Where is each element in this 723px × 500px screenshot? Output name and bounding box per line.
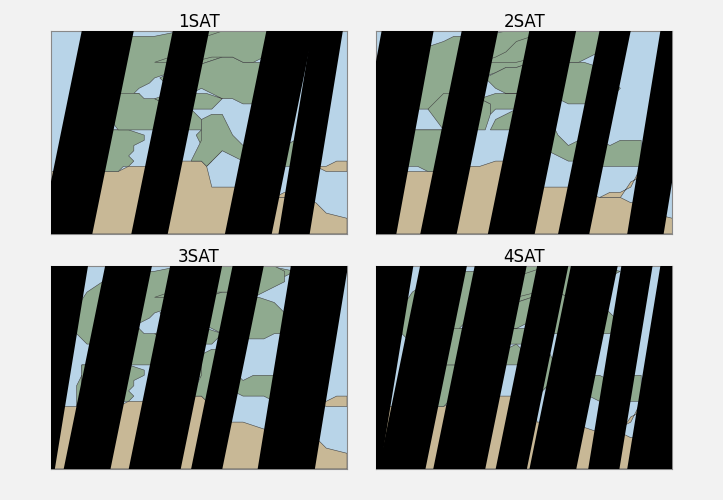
- Polygon shape: [402, 266, 620, 406]
- Polygon shape: [490, 240, 573, 495]
- Polygon shape: [428, 240, 532, 495]
- Polygon shape: [480, 266, 610, 298]
- Polygon shape: [599, 161, 672, 198]
- Polygon shape: [191, 350, 316, 402]
- Polygon shape: [165, 344, 222, 402]
- Polygon shape: [165, 109, 222, 166]
- Polygon shape: [480, 292, 620, 350]
- Polygon shape: [274, 396, 347, 432]
- Polygon shape: [407, 130, 469, 172]
- Polygon shape: [103, 328, 165, 365]
- Polygon shape: [220, 5, 318, 260]
- Polygon shape: [415, 5, 503, 260]
- Polygon shape: [376, 161, 672, 234]
- Polygon shape: [428, 328, 490, 365]
- Polygon shape: [274, 5, 347, 260]
- Polygon shape: [126, 5, 215, 260]
- Polygon shape: [340, 5, 438, 260]
- Polygon shape: [324, 240, 418, 495]
- Polygon shape: [428, 94, 490, 130]
- Polygon shape: [77, 266, 295, 406]
- Polygon shape: [155, 31, 285, 62]
- Polygon shape: [77, 31, 295, 172]
- Polygon shape: [155, 292, 295, 350]
- Polygon shape: [191, 114, 316, 166]
- Polygon shape: [51, 161, 347, 234]
- Polygon shape: [623, 5, 701, 260]
- Polygon shape: [480, 31, 610, 62]
- Polygon shape: [376, 396, 672, 469]
- Polygon shape: [0, 240, 93, 495]
- Title: 2SAT: 2SAT: [503, 13, 545, 31]
- Polygon shape: [124, 240, 228, 495]
- Polygon shape: [482, 5, 581, 260]
- Title: 3SAT: 3SAT: [178, 248, 220, 266]
- Polygon shape: [516, 350, 641, 402]
- Polygon shape: [103, 94, 165, 130]
- Polygon shape: [35, 5, 139, 260]
- Polygon shape: [480, 57, 620, 114]
- Polygon shape: [407, 365, 469, 406]
- Polygon shape: [51, 396, 347, 469]
- Polygon shape: [490, 109, 547, 166]
- Polygon shape: [599, 396, 672, 432]
- Polygon shape: [516, 114, 641, 166]
- Polygon shape: [186, 240, 269, 495]
- Polygon shape: [373, 240, 472, 495]
- Polygon shape: [59, 240, 157, 495]
- Polygon shape: [155, 57, 295, 114]
- Polygon shape: [646, 240, 709, 495]
- Polygon shape: [82, 365, 144, 406]
- Polygon shape: [155, 266, 285, 298]
- Title: 1SAT: 1SAT: [178, 13, 220, 31]
- Polygon shape: [274, 161, 347, 198]
- Polygon shape: [490, 344, 547, 402]
- Polygon shape: [553, 5, 636, 260]
- Polygon shape: [584, 240, 656, 495]
- Title: 4SAT: 4SAT: [503, 248, 545, 266]
- Polygon shape: [279, 240, 352, 495]
- Polygon shape: [524, 240, 623, 495]
- Polygon shape: [82, 130, 144, 172]
- Polygon shape: [402, 31, 620, 172]
- Polygon shape: [254, 240, 337, 495]
- Polygon shape: [623, 240, 701, 495]
